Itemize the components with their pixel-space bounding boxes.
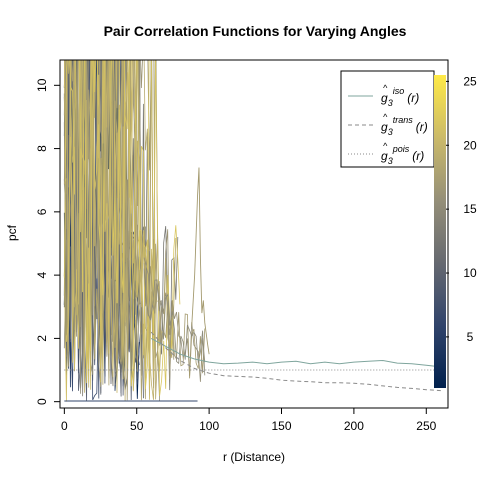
y-axis: 0 2 4 6 8 10 bbox=[35, 78, 60, 405]
series-line-iso bbox=[150, 337, 441, 368]
legend-entry-iso: g3iso (r) bbox=[381, 86, 419, 108]
x-tick-label: 50 bbox=[130, 419, 144, 433]
angle-curve bbox=[143, 262, 206, 379]
legend-hat: ^ bbox=[383, 112, 388, 122]
plot-area bbox=[63, 60, 441, 402]
colorbar-tick-label: 5 bbox=[467, 330, 474, 344]
curve-bundle bbox=[63, 60, 441, 402]
plot-frame bbox=[59, 59, 449, 409]
legend-entry-trans: g3trans (r) bbox=[381, 115, 428, 137]
colorbar-tick-label: 20 bbox=[463, 138, 477, 152]
angle-curve bbox=[191, 167, 210, 355]
angle-curve bbox=[63, 60, 181, 397]
x-tick-label: 200 bbox=[344, 419, 364, 433]
x-axis-label: r (Distance) bbox=[223, 450, 285, 464]
x-axis: 0 50 100 150 200 250 bbox=[61, 408, 437, 433]
y-tick-label: 8 bbox=[35, 145, 49, 152]
y-tick-label: 6 bbox=[35, 208, 49, 215]
x-tick-label: 0 bbox=[61, 419, 68, 433]
legend-hat: ^ bbox=[383, 83, 388, 93]
colorbar-tick-label: 15 bbox=[463, 202, 477, 216]
legend-hat: ^ bbox=[383, 141, 388, 151]
x-tick-label: 250 bbox=[416, 419, 436, 433]
y-tick-label: 4 bbox=[35, 271, 49, 278]
chart-title: Pair Correlation Functions for Varying A… bbox=[104, 23, 407, 39]
y-axis-label: pcf bbox=[5, 224, 19, 241]
x-tick-label: 100 bbox=[199, 419, 219, 433]
legend: g3iso (r)^g3trans (r)^g3pois (r)^ bbox=[340, 70, 435, 168]
colorbar-tick-label: 25 bbox=[463, 74, 477, 88]
legend-entry-pois: g3pois (r) bbox=[381, 144, 424, 166]
angle-curve bbox=[143, 268, 206, 376]
colorbar-tick-label: 10 bbox=[463, 266, 477, 280]
angle-curve bbox=[72, 60, 146, 397]
angle-curve bbox=[64, 60, 154, 400]
y-tick-label: 0 bbox=[35, 398, 49, 405]
legend-box bbox=[340, 70, 435, 168]
colorbar: 5 10 15 20 25 bbox=[434, 74, 477, 388]
y-tick-label: 2 bbox=[35, 335, 49, 342]
y-tick-label: 10 bbox=[35, 78, 49, 92]
colorbar-gradient bbox=[434, 75, 446, 388]
angle-curve bbox=[63, 60, 150, 402]
x-tick-label: 150 bbox=[271, 419, 291, 433]
